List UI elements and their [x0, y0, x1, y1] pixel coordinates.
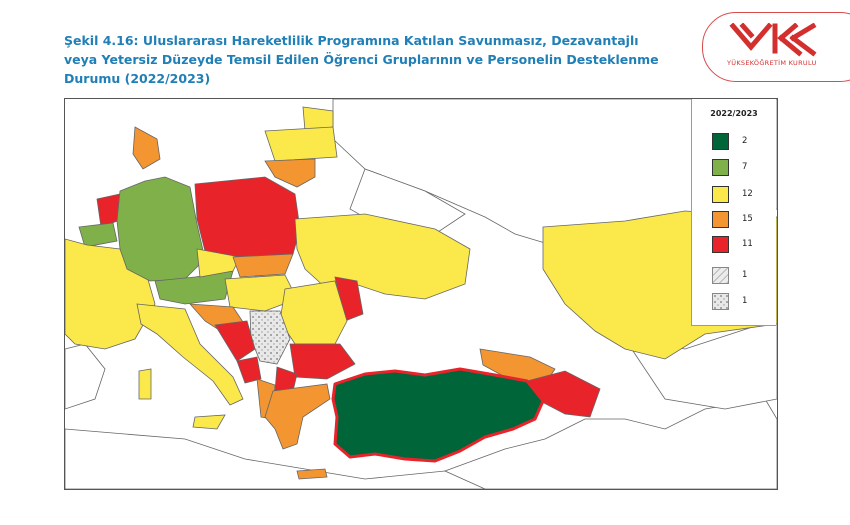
legend-label: 7: [742, 162, 748, 172]
map-legend: 2022/2023 2 7 12 15 11 1 1: [691, 99, 776, 326]
legend-label: 1: [742, 270, 748, 280]
legend-title: 2022/2023: [710, 109, 758, 118]
legend-item: 15: [712, 211, 772, 228]
yok-logo-icon: [729, 23, 817, 57]
legend-label: 11: [742, 239, 753, 249]
region-hungary: [224, 274, 298, 312]
region-slovakia: [232, 253, 294, 278]
legend-label: 15: [742, 214, 753, 224]
region-turkey: [331, 367, 545, 463]
region-montenegro: [236, 356, 262, 384]
region-sardinia: [138, 368, 152, 400]
yok-logo: YÜKSEKÖĞRETİM KURULU: [702, 12, 850, 82]
legend-item: 12: [712, 186, 772, 203]
region-germany: [116, 176, 206, 282]
legend-swatch: [712, 186, 729, 203]
legend-swatch-dots: [712, 293, 729, 310]
region-bulgaria: [289, 343, 356, 380]
europe-map: [64, 98, 778, 490]
legend-label: 1: [742, 296, 748, 306]
region-czechia: [196, 248, 241, 278]
page-title: Şekil 4.16: Uluslararası Hareketlilik Pr…: [64, 31, 684, 88]
legend-swatch: [712, 211, 729, 228]
region-crete: [296, 468, 328, 480]
legend-swatch: [712, 133, 729, 150]
region-lithuania: [264, 158, 316, 188]
legend-label: 2: [742, 136, 748, 146]
title-line-1: Şekil 4.16: Uluslararası Hareketlilik Pr…: [64, 33, 639, 48]
middle-east-land: [443, 398, 777, 489]
region-bosnia: [214, 320, 256, 362]
legend-swatch: [712, 159, 729, 176]
region-poland: [194, 176, 301, 260]
region-austria: [154, 270, 234, 305]
legend-item: 1: [712, 267, 772, 284]
region-latvia: [264, 126, 338, 162]
legend-item: 11: [712, 236, 772, 253]
map-svg: [65, 99, 777, 489]
region-greece: [264, 383, 331, 450]
region-denmark: [132, 126, 161, 170]
logo-text: YÜKSEKÖĞRETİM KURULU: [727, 59, 817, 67]
title-line-3: Durumu (2022/2023): [64, 71, 211, 86]
legend-label: 12: [742, 189, 753, 199]
central-asia-land: [624, 318, 777, 410]
region-romania: [279, 280, 348, 345]
region-belgium: [78, 222, 118, 248]
legend-item: 1: [712, 293, 772, 310]
legend-item: 2: [712, 133, 772, 150]
legend-item: 7: [712, 159, 772, 176]
legend-swatch: [712, 236, 729, 253]
legend-swatch-hatch: [712, 267, 729, 284]
region-sicily: [192, 414, 226, 430]
africa-land: [65, 428, 486, 489]
region-italy: [136, 303, 244, 406]
title-line-2: veya Yetersiz Düzeyde Temsil Edilen Öğre…: [64, 52, 659, 67]
